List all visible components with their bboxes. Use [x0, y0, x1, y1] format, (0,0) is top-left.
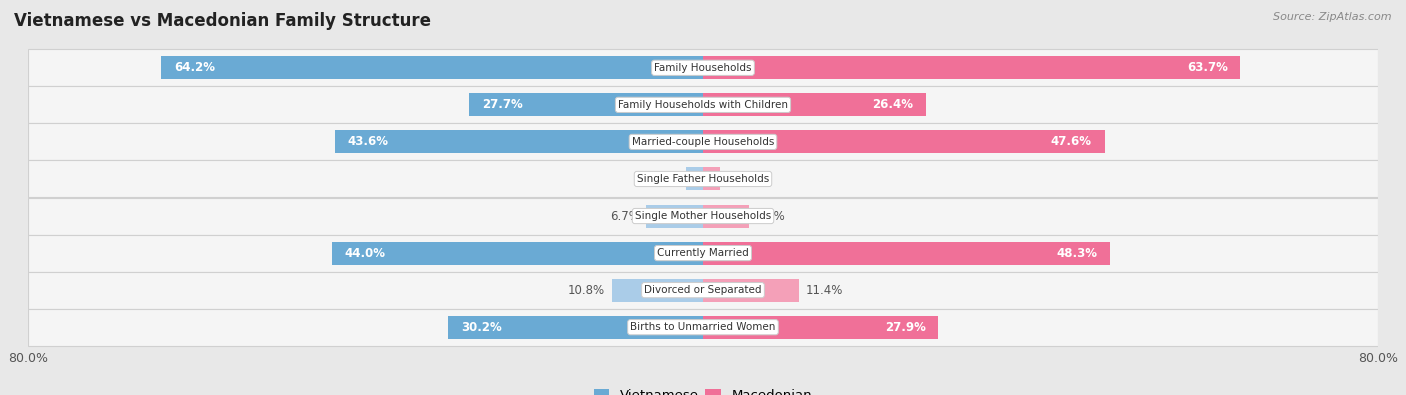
- Text: 30.2%: 30.2%: [461, 321, 502, 334]
- Text: 64.2%: 64.2%: [174, 61, 215, 74]
- Text: Source: ZipAtlas.com: Source: ZipAtlas.com: [1274, 12, 1392, 22]
- Text: Single Mother Households: Single Mother Households: [636, 211, 770, 221]
- Bar: [703, 242, 1111, 265]
- Text: 48.3%: 48.3%: [1057, 246, 1098, 260]
- Text: Currently Married: Currently Married: [657, 248, 749, 258]
- Bar: [28, 123, 1378, 160]
- Text: 5.4%: 5.4%: [755, 209, 785, 222]
- Bar: [332, 242, 703, 265]
- Bar: [28, 49, 1378, 87]
- Bar: [647, 205, 703, 228]
- Text: Family Households: Family Households: [654, 63, 752, 73]
- Bar: [162, 56, 703, 79]
- Bar: [28, 308, 1378, 346]
- Text: 6.7%: 6.7%: [610, 209, 640, 222]
- Text: Divorced or Separated: Divorced or Separated: [644, 285, 762, 295]
- Bar: [703, 316, 938, 339]
- Text: Family Households with Children: Family Households with Children: [619, 100, 787, 110]
- Text: 26.4%: 26.4%: [872, 98, 912, 111]
- Bar: [703, 167, 720, 190]
- Text: Births to Unmarried Women: Births to Unmarried Women: [630, 322, 776, 332]
- Text: 2.0%: 2.0%: [727, 173, 756, 186]
- Text: 11.4%: 11.4%: [806, 284, 844, 297]
- Text: Single Father Households: Single Father Households: [637, 174, 769, 184]
- Bar: [28, 198, 1378, 235]
- Text: 43.6%: 43.6%: [347, 135, 389, 149]
- Bar: [28, 272, 1378, 308]
- Bar: [612, 278, 703, 302]
- Text: Married-couple Households: Married-couple Households: [631, 137, 775, 147]
- Bar: [28, 235, 1378, 272]
- Bar: [28, 87, 1378, 123]
- Text: 27.7%: 27.7%: [482, 98, 523, 111]
- Bar: [703, 130, 1105, 153]
- Bar: [686, 167, 703, 190]
- Bar: [703, 56, 1240, 79]
- Text: 63.7%: 63.7%: [1187, 61, 1227, 74]
- Text: Vietnamese vs Macedonian Family Structure: Vietnamese vs Macedonian Family Structur…: [14, 12, 432, 30]
- Bar: [335, 130, 703, 153]
- Bar: [28, 160, 1378, 198]
- Text: 2.0%: 2.0%: [650, 173, 679, 186]
- Legend: Vietnamese, Macedonian: Vietnamese, Macedonian: [588, 384, 818, 395]
- Bar: [703, 278, 799, 302]
- Bar: [470, 93, 703, 117]
- Text: 44.0%: 44.0%: [344, 246, 385, 260]
- Bar: [703, 205, 748, 228]
- Bar: [449, 316, 703, 339]
- Bar: [703, 93, 925, 117]
- Text: 10.8%: 10.8%: [568, 284, 605, 297]
- Text: 27.9%: 27.9%: [884, 321, 925, 334]
- Text: 47.6%: 47.6%: [1050, 135, 1092, 149]
